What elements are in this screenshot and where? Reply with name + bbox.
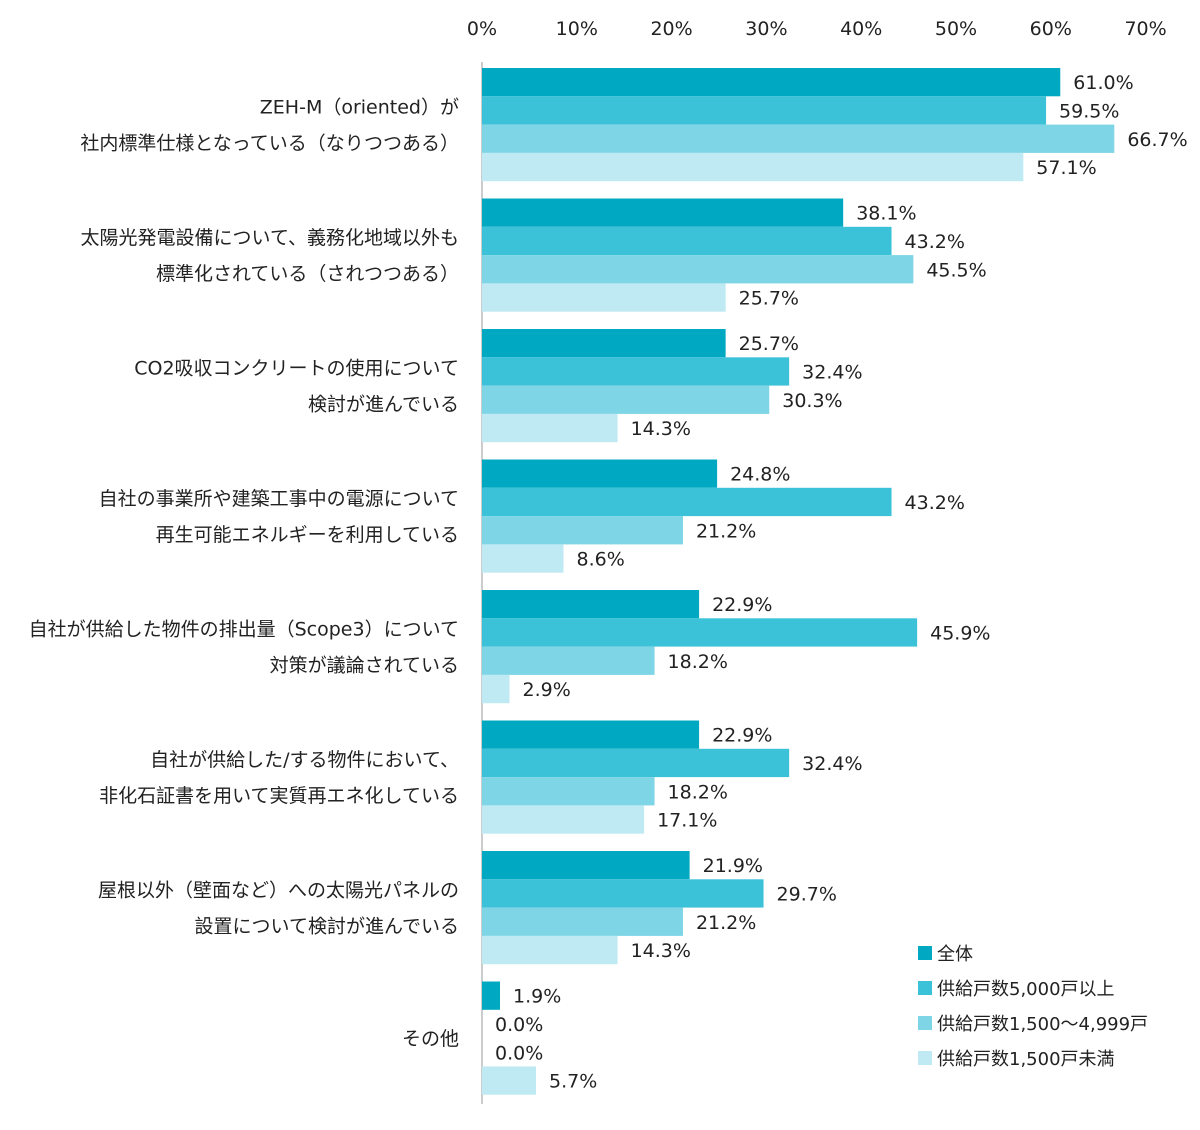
x-tick-label: 40% [840,18,882,40]
data-label: 18.2% [668,651,728,673]
legend-swatch [918,946,932,960]
x-tick-label: 0% [467,18,497,40]
bar [482,152,1024,182]
bar [482,981,501,1010]
legend-label: 供給戸数1,500戸未満 [937,1049,1115,1070]
data-label: 43.2% [905,231,965,253]
data-label: 22.9% [712,725,772,747]
category-label: 対策が議論されている [270,655,459,677]
category-label: 屋根以外（壁面など）への太陽光パネルの [98,880,459,902]
data-label: 66.7% [1127,129,1187,151]
data-label: 0.0% [495,1014,543,1036]
data-label: 43.2% [905,492,965,514]
bars [482,68,1115,1095]
data-label: 24.8% [730,464,790,486]
bar [482,198,844,227]
bar [482,935,618,965]
bar [482,96,1047,125]
bar [482,907,683,936]
legend-label: 全体 [937,944,973,965]
x-tick-label: 30% [745,18,787,40]
data-label: 61.0% [1073,72,1133,94]
data-label: 45.5% [926,259,986,281]
category-label: 検討が進んでいる [308,394,459,416]
x-tick-label: 20% [650,18,692,40]
data-label: 0.0% [495,1042,543,1064]
category-label: CO2吸収コンクリートの使用について [134,358,459,380]
data-label: 14.3% [631,940,691,962]
bar [482,283,726,312]
bar [482,805,645,834]
legend-label: 供給戸数5,000戸以上 [937,979,1115,1000]
bar [482,459,718,488]
data-label: 8.6% [577,549,625,571]
value-labels: 61.0% 59.5% 66.7% 57.1% 38.1% 43.2% 45.5% 25.7%… [495,72,1188,1092]
bar [482,777,655,806]
data-label: 14.3% [631,418,691,440]
bar [482,1066,537,1095]
data-label: 1.9% [513,986,561,1008]
legend: 全体供給戸数5,000戸以上供給戸数1,500～4,999戸供給戸数1,500戸… [918,944,1148,1070]
legend-swatch [918,1051,932,1065]
data-label: 29.7% [777,883,837,905]
bar [482,879,764,908]
bar [482,385,770,414]
category-label: 自社が供給した/する物件において、 [150,749,459,771]
data-label: 17.1% [657,810,717,832]
bar [482,487,892,517]
category-label: 自社が供給した物件の排出量（Scope3）について [29,619,459,641]
data-label: 21.2% [696,520,756,542]
category-label: ZEH-M（oriented）が [260,97,459,119]
data-label: 21.9% [703,855,763,877]
bar [482,590,700,619]
x-tick-label: 10% [556,18,598,40]
data-label: 5.7% [549,1071,597,1093]
x-tick-label: 50% [935,18,977,40]
category-label: 非化石証書を用いて実質再エネ化している [99,785,459,807]
category-label: 設置について検討が進んでいる [195,916,459,938]
bar [482,124,1115,153]
bar [482,329,726,358]
x-axis-ticks: 0% 10% 20% 30% 40% 50% 60% 70% [467,18,1167,40]
data-label: 45.9% [930,622,990,644]
legend-swatch [918,1016,932,1030]
legend-label: 供給戸数1,500～4,999戸 [937,1014,1148,1035]
legend-swatch [918,981,932,995]
data-label: 38.1% [856,203,916,225]
bar [482,68,1061,97]
data-label: 25.7% [739,333,799,355]
bar [482,226,892,256]
bar [482,544,564,573]
data-label: 32.4% [802,361,862,383]
bar [482,357,790,386]
data-label: 21.2% [696,912,756,934]
bar [482,516,683,545]
bar [482,618,918,647]
bar [482,748,790,778]
data-label: 25.7% [739,288,799,310]
bar [482,646,655,675]
category-label: 自社の事業所や建築工事中の電源について [99,488,459,510]
bar [482,413,618,443]
data-label: 57.1% [1036,157,1096,179]
bar [482,674,510,704]
category-label: 再生可能エネルギーを利用している [156,524,459,546]
bar [482,255,914,284]
x-tick-label: 70% [1124,18,1166,40]
data-label: 30.3% [782,390,842,412]
data-label: 2.9% [522,679,570,701]
bar [482,851,690,880]
bar [482,720,700,749]
data-label: 59.5% [1059,100,1119,122]
x-tick-label: 60% [1030,18,1072,40]
category-label: 太陽光発電設備について、義務化地域以外も [81,227,459,249]
category-label: その他 [402,1028,459,1050]
data-label: 18.2% [668,781,728,803]
data-label: 32.4% [802,753,862,775]
category-label: 標準化されている（されつつある） [156,263,459,285]
data-label: 22.9% [712,594,772,616]
category-label: 社内標準仕様となっている（なりつつある） [80,133,459,155]
